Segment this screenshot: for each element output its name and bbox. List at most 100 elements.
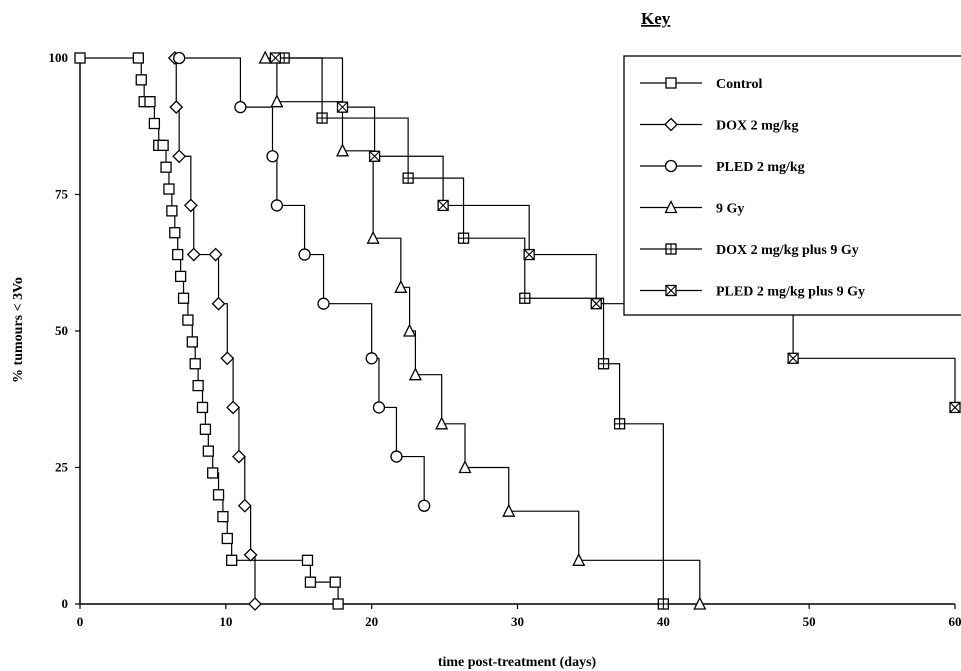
data-point	[186, 336, 198, 348]
legend-entry: DOX 2 mg/kg	[640, 117, 798, 134]
data-point	[199, 423, 212, 435]
data-point	[366, 230, 380, 244]
data-point	[317, 297, 330, 310]
series-layer	[74, 50, 961, 611]
legend-label: PLED 2 mg/kg plus 9 Gy	[716, 285, 865, 300]
data-point	[183, 198, 198, 213]
series-square-plus	[278, 52, 669, 610]
data-point	[196, 401, 209, 414]
data-point	[172, 248, 184, 261]
data-point	[177, 292, 190, 304]
x-tick-label: 10	[219, 614, 232, 629]
legend-entry: PLED 2 mg/kg	[640, 159, 805, 175]
data-point	[202, 445, 214, 457]
data-point	[172, 149, 187, 164]
data-point	[208, 247, 223, 262]
data-point	[226, 400, 241, 415]
y-tick-label: 25	[55, 460, 69, 475]
data-point	[502, 503, 516, 517]
data-point	[269, 52, 282, 64]
data-point	[301, 554, 314, 566]
legend-marker	[665, 284, 677, 297]
data-point	[207, 467, 219, 479]
data-point	[132, 52, 144, 64]
data-point	[332, 598, 344, 610]
data-point	[144, 96, 156, 108]
data-point	[169, 227, 181, 239]
data-point	[270, 199, 284, 212]
data-point	[457, 232, 470, 244]
data-point	[266, 150, 279, 163]
data-point	[458, 460, 472, 474]
data-point	[258, 50, 272, 64]
series-line	[284, 57, 664, 604]
data-point	[160, 161, 172, 173]
data-point	[304, 576, 317, 588]
data-point	[572, 552, 586, 566]
data-point	[211, 296, 226, 311]
legend-marker	[665, 243, 677, 255]
data-point	[173, 51, 186, 65]
data-point	[523, 248, 535, 261]
data-point	[402, 172, 414, 184]
data-point	[372, 401, 386, 414]
data-point	[270, 94, 284, 108]
data-point	[316, 112, 328, 124]
data-point	[590, 298, 602, 310]
y-ticks: 0 25 50 75 100	[49, 50, 80, 611]
data-point	[613, 418, 626, 430]
data-point	[135, 74, 147, 86]
data-point	[437, 199, 449, 212]
legend-entry: Control	[640, 77, 763, 92]
data-point	[74, 52, 86, 64]
data-point	[243, 547, 258, 562]
legend-marker	[665, 77, 677, 89]
data-point	[949, 401, 961, 414]
data-point	[390, 450, 403, 463]
series-line	[179, 57, 425, 506]
series-square	[74, 52, 344, 610]
legend: Control DOX 2 mg/kg PLED 2 mg/kg 9 Gy DOX 2 …	[623, 55, 961, 316]
legend-entry: DOX 2 mg/kg plus 9 Gy	[640, 243, 859, 258]
series-line	[80, 57, 339, 604]
data-point	[336, 101, 349, 113]
legend-box	[623, 55, 961, 316]
data-point	[192, 379, 204, 392]
data-point	[787, 352, 799, 364]
data-point	[657, 598, 669, 610]
data-point	[368, 150, 381, 162]
y-tick-label: 0	[62, 596, 69, 611]
series-diamond	[167, 51, 262, 611]
data-point	[166, 205, 178, 217]
data-point	[418, 499, 431, 512]
legend-marker	[664, 200, 678, 214]
data-point	[234, 100, 247, 114]
data-point	[365, 352, 378, 365]
data-point	[519, 292, 531, 304]
data-point	[220, 351, 235, 366]
series-triangle	[258, 50, 707, 610]
legend-entry: 9 Gy	[640, 200, 744, 217]
series-circle	[173, 51, 431, 512]
data-point	[408, 367, 422, 381]
data-point	[182, 314, 194, 326]
data-point	[169, 100, 184, 115]
x-tick-label: 20	[365, 614, 378, 629]
x-tick-label: 30	[511, 614, 524, 629]
data-point	[394, 279, 408, 293]
data-point	[186, 247, 201, 262]
legend-label: PLED 2 mg/kg	[716, 160, 805, 175]
data-point	[148, 117, 161, 130]
series-square-x	[269, 52, 961, 414]
legend-marker	[664, 117, 678, 132]
y-tick-label: 100	[49, 50, 69, 65]
data-point	[232, 449, 246, 464]
data-point	[174, 270, 187, 283]
x-tick-label: 50	[803, 614, 816, 629]
data-point	[189, 358, 201, 370]
y-tick-label: 75	[55, 187, 69, 202]
x-ticks: 0 10 20 30 40 50 60	[77, 604, 961, 629]
data-point	[157, 139, 169, 152]
x-tick-label: 0	[77, 614, 84, 629]
